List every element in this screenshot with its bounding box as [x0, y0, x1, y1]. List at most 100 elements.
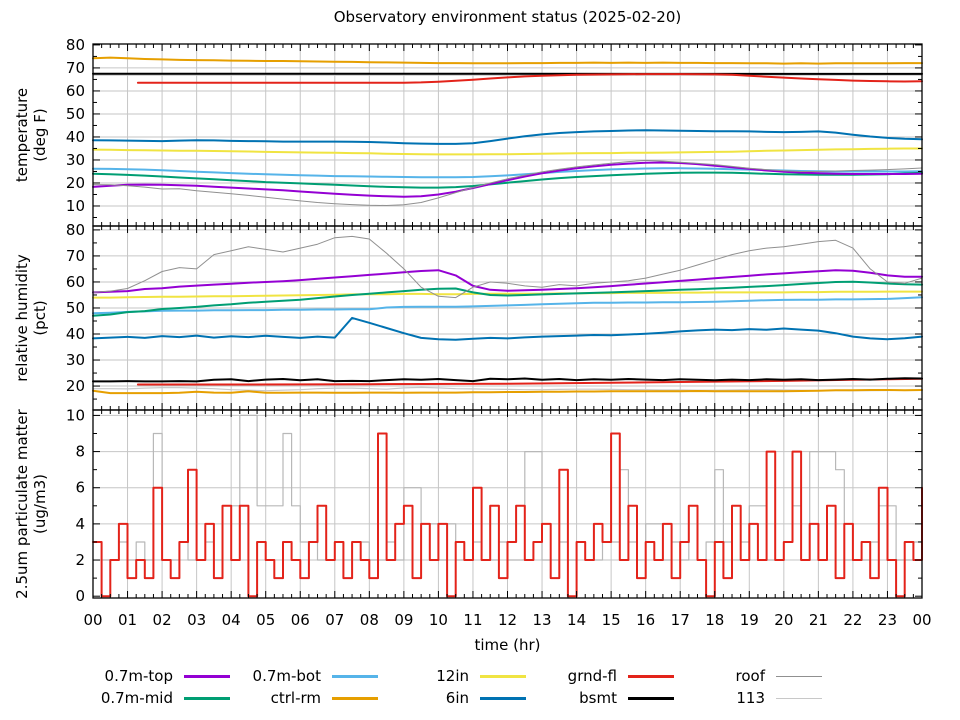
legend-item-0.7m-bot: 0.7m-bot: [230, 665, 378, 687]
y-tick-label: 60: [66, 273, 85, 291]
x-axis-label: time (hr): [474, 636, 541, 654]
y-tick-label: 50: [66, 105, 85, 123]
y-tick-label: 20: [66, 377, 85, 395]
x-tick-label: 09: [394, 611, 413, 629]
x-tick-label: 12: [498, 611, 517, 629]
y-tick-label: 60: [66, 82, 85, 100]
x-tick-label: 03: [187, 611, 206, 629]
x-tick-label: 04: [222, 611, 241, 629]
series-line-0.7m-top: [92, 269, 923, 294]
series-line-6in: [92, 316, 923, 341]
legend-item-bsmt: bsmt: [526, 687, 674, 709]
series-line-roof: [92, 159, 923, 206]
x-tick-label: 22: [843, 611, 862, 629]
x-tick-label: 01: [118, 611, 137, 629]
y-axis-title: (deg F): [31, 108, 49, 161]
x-tick-label: 20: [774, 611, 793, 629]
x-tick-label: 23: [878, 611, 897, 629]
legend-line-swatch: [184, 674, 230, 678]
x-tick-label: 02: [153, 611, 172, 629]
series-line-ctrl-rm: [92, 389, 923, 395]
y-tick-label: 30: [66, 351, 85, 369]
legend-label: roof: [735, 667, 765, 685]
y-tick-label: 20: [66, 174, 85, 192]
x-tick-label: 18: [705, 611, 724, 629]
series-line-grnd-fl: [92, 432, 923, 598]
legend-item-12in: 12in: [378, 665, 526, 687]
series-line-12in: [92, 290, 923, 299]
legend-row: 0.7m-mid ctrl-rm 6in bsmt 113: [82, 687, 882, 709]
legend-item-113: 113: [674, 687, 822, 709]
x-tick-label: 15: [602, 611, 621, 629]
x-tick-label: 13: [532, 611, 551, 629]
y-axis-title: temperature: [13, 88, 31, 182]
legend-item-0.7m-mid: 0.7m-mid: [82, 687, 230, 709]
series-line-0.7m-mid: [92, 171, 923, 189]
y-tick-label: 70: [66, 247, 85, 265]
x-tick-label: 21: [809, 611, 828, 629]
legend-label: grnd-fl: [567, 667, 617, 685]
x-tick-label: 08: [360, 611, 379, 629]
series-line-0.7m-bot: [92, 296, 923, 315]
x-tick-label: 00: [83, 611, 102, 629]
series-line-113: [92, 386, 923, 392]
series-line-0.7m-mid: [92, 280, 923, 317]
legend-item-ctrl-rm: ctrl-rm: [230, 687, 378, 709]
x-tick-label: 17: [671, 611, 690, 629]
legend-label: 6in: [445, 689, 469, 707]
y-tick-label: 80: [66, 221, 85, 239]
series-line-ctrl-rm: [92, 56, 923, 65]
legend-item-roof: roof: [674, 665, 822, 687]
legend-line-swatch: [332, 696, 378, 700]
legend-line-swatch: [480, 696, 526, 700]
y-tick-label: 0: [75, 587, 85, 605]
y-tick-label: 70: [66, 59, 85, 77]
legend-line-swatch: [776, 697, 822, 699]
x-tick-label: 06: [291, 611, 310, 629]
series-line-roof: [92, 235, 923, 299]
legend-label: 113: [736, 689, 765, 707]
x-tick-label: 16: [636, 611, 655, 629]
legend-label: 0.7m-mid: [100, 689, 173, 707]
x-tick-label: 05: [256, 611, 275, 629]
y-axis-title: relative humidity: [13, 254, 31, 382]
series-line-0.7m-top: [92, 161, 923, 198]
y-tick-label: 40: [66, 325, 85, 343]
y-tick-label: 10: [66, 406, 85, 424]
legend-label: 12in: [436, 667, 469, 685]
chart-title: Observatory environment status (2025-02-…: [333, 8, 682, 26]
legend: 0.7m-top 0.7m-bot 12in grnd-fl roof 0.7m-mid c…: [82, 665, 882, 709]
x-tick-label: 00: [912, 611, 931, 629]
legend-line-swatch: [628, 674, 674, 678]
legend-label: 0.7m-bot: [252, 667, 321, 685]
x-tick-label: 11: [463, 611, 482, 629]
legend-item-0.7m-top: 0.7m-top: [82, 665, 230, 687]
y-axis-title: 2.5um particulate matter: [13, 408, 31, 598]
y-tick-label: 2: [75, 551, 85, 569]
y-tick-label: 8: [75, 443, 85, 461]
legend-line-swatch: [480, 674, 526, 678]
x-tick-label: 19: [740, 611, 759, 629]
series-line-6in: [92, 129, 923, 145]
y-tick-label: 6: [75, 479, 85, 497]
legend-line-swatch: [332, 674, 378, 678]
legend-item-6in: 6in: [378, 687, 526, 709]
legend-label: bsmt: [579, 689, 617, 707]
x-tick-label: 07: [325, 611, 344, 629]
legend-row: 0.7m-top 0.7m-bot 12in grnd-fl roof: [82, 665, 882, 687]
legend-line-swatch: [628, 696, 674, 700]
y-tick-label: 40: [66, 128, 85, 146]
y-tick-label: 50: [66, 299, 85, 317]
y-axis-title: (pct): [31, 300, 49, 335]
y-tick-label: 30: [66, 151, 85, 169]
series-line-12in: [92, 147, 923, 156]
legend-item-grnd-fl: grnd-fl: [526, 665, 674, 687]
y-tick-label: 10: [66, 197, 85, 215]
series-line-bsmt: [92, 377, 923, 383]
x-tick-label: 10: [429, 611, 448, 629]
legend-line-swatch: [776, 675, 822, 677]
y-tick-label: 4: [75, 515, 85, 533]
x-tick-label: 14: [567, 611, 586, 629]
